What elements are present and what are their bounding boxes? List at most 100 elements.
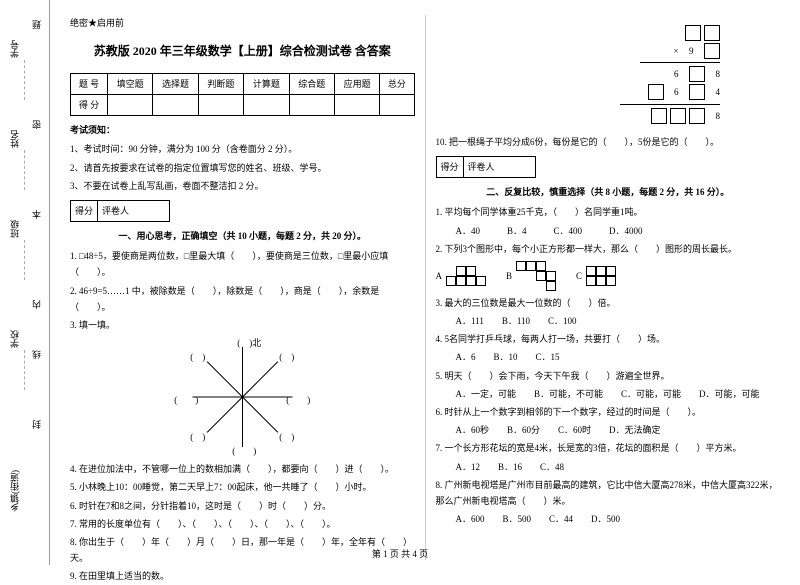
shape-a	[446, 266, 486, 286]
notice-item: 2、请首先按要求在试卷的指定位置填写您的姓名、班级、学号。	[70, 160, 415, 176]
question-9: 9. 在田里填上适当的数。	[70, 568, 415, 584]
digit: 4	[716, 84, 721, 100]
th: 综合题	[289, 73, 334, 94]
digit-box	[689, 84, 705, 100]
spine-line	[24, 60, 25, 100]
content: 绝密★启用前 苏教版 2020 年三年级数学【上册】综合检测试卷 含答案 题 号…	[50, 0, 800, 565]
td: 得 分	[71, 94, 108, 115]
mc-q1-options: A．40 B．4 C．400 D．4000	[436, 223, 781, 239]
evaluator-box: 得分 评卷人	[70, 200, 170, 222]
td	[198, 94, 243, 115]
compass-diagram: ( )北 ( ) ( ) ( ) ( ) ( ) ( ) ( )	[182, 337, 302, 457]
mark: 本	[30, 210, 43, 219]
question-4: 4. 在进位加法中，不管哪一位上的数相加满（ ），都要向（ ）进（ ）。	[70, 461, 415, 477]
mc-q1: 1. 平均每个同学体重25千克，（ ）名同学重1吨。	[436, 204, 781, 220]
mc-q8: 8. 广州新电视塔是广州市目前最高的建筑，它比中信大厦高278米，中信大厦高32…	[436, 477, 781, 509]
td	[153, 94, 198, 115]
mark: 封	[30, 420, 43, 429]
grader-label: 评卷人	[464, 157, 535, 177]
digit-box	[704, 25, 720, 41]
mc-q8-options: A．600 B．500 C．44 D．500	[436, 511, 781, 527]
digit-box	[685, 25, 701, 41]
td	[244, 94, 289, 115]
digit-box	[689, 108, 705, 124]
question-5: 5. 小林晚上10：00睡觉，第二天早上7：00起床，他一共睡了（ ）小时。	[70, 479, 415, 495]
north-label: 北	[252, 338, 261, 348]
td	[380, 94, 414, 115]
spine-line	[24, 150, 25, 190]
shape-c	[586, 266, 616, 286]
mc-q2: 2. 下列3个图形中，每个小正方形都一样大，那么（ ）图形的周长最长。	[436, 241, 781, 257]
digit-box	[704, 43, 720, 59]
notice-item: 1、考试时间：90 分钟，满分为 100 分（含卷面分 2 分）。	[70, 141, 415, 157]
spine-town: 乡镇(街道)	[8, 470, 21, 512]
exam-title: 苏教版 2020 年三年级数学【上册】综合检测试卷 含答案	[70, 41, 415, 63]
times-sign: ×	[673, 43, 678, 59]
mc-q6: 6. 时针从上一个数字到相邻的下一个数字，经过的时间是（ ）。	[436, 404, 781, 420]
th: 应用题	[334, 73, 379, 94]
mark: 内	[30, 300, 43, 309]
th: 总分	[380, 73, 414, 94]
spine-school: 学校	[8, 330, 21, 348]
option-b-label: B	[506, 268, 512, 284]
digit: 6	[674, 84, 679, 100]
page-footer: 第 1 页 共 4 页	[0, 547, 800, 560]
section-1-heading: 一、用心思考，正确填空（共 10 小题，每题 2 分，共 20 分）。	[70, 228, 415, 244]
shape-b	[516, 261, 556, 291]
secret-mark: 绝密★启用前	[70, 15, 415, 31]
question-2: 2. 46÷9=5……1 中，被除数是（ ），除数是（ ），商是（ ），余数是（…	[70, 283, 415, 315]
section-2-heading: 二、反复比较，慎重选择（共 8 小题，每题 2 分，共 16 分）。	[436, 184, 781, 200]
mark: 题	[30, 20, 43, 29]
mc-q5-options: A．一定，可能 B．可能，不可能 C．可能，可能 D．可能，可能	[436, 386, 781, 402]
digit-9: 9	[689, 43, 694, 59]
spine-studentid: 学号	[8, 40, 21, 58]
spine-name: 姓名	[8, 130, 21, 148]
score-label: 得分	[71, 201, 98, 221]
td	[107, 94, 152, 115]
spine-line	[24, 240, 25, 280]
spine-line	[24, 350, 25, 390]
digit-box	[651, 108, 667, 124]
question-3: 3. 填一填。	[70, 317, 415, 333]
table-row: 题 号 填空题 选择题 判断题 计算题 综合题 应用题 总分	[71, 73, 415, 94]
shape-options: A B C	[436, 261, 781, 291]
question-7: 7. 常用的长度单位有（ ）、（ ）、（ ）、（ ）、（ ）。	[70, 516, 415, 532]
right-column: × 9 6 8 6 4 8 10. 把一根绳子平均分成6份，每份是它的（ ），5…	[426, 15, 791, 560]
notice-item: 3、不要在试卷上乱写乱画，卷面不整洁扣 2 分。	[70, 178, 415, 194]
th: 题 号	[71, 73, 108, 94]
mc-q5: 5. 明天（ ）会下雨，今天下午我（ ）游遍全世界。	[436, 368, 781, 384]
mark: 密	[30, 120, 43, 129]
mark: 线	[30, 350, 43, 359]
digit-box	[670, 108, 686, 124]
score-table: 题 号 填空题 选择题 判断题 计算题 综合题 应用题 总分 得 分	[70, 73, 415, 116]
th: 计算题	[244, 73, 289, 94]
digit-box	[689, 66, 705, 82]
th: 选择题	[153, 73, 198, 94]
digit: 6	[674, 66, 679, 82]
grader-label: 评卷人	[98, 201, 169, 221]
mc-q4: 4. 5名同学打乒乓球，每两人打一场，共要打（ ）场。	[436, 331, 781, 347]
mc-q3: 3. 最大的三位数是最大一位数的（ ）倍。	[436, 295, 781, 311]
digit-box	[648, 84, 664, 100]
mc-q7: 7. 一个长方形花坛的宽是4米，长是宽的3倍，花坛的面积是（ ）平方米。	[436, 440, 781, 456]
th: 判断题	[198, 73, 243, 94]
left-column: 绝密★启用前 苏教版 2020 年三年级数学【上册】综合检测试卷 含答案 题 号…	[60, 15, 426, 560]
digit: 8	[716, 66, 721, 82]
question-1: 1. □48÷5，要使商是两位数，□里最大填（ ），要使商是三位数，□里最小应填…	[70, 248, 415, 280]
mc-q6-options: A．60秒 B．60分 C．60时 D．无法确定	[436, 422, 781, 438]
option-c-label: C	[576, 268, 582, 284]
digit: 8	[716, 108, 721, 124]
option-a-label: A	[436, 268, 443, 284]
binding-spine: 学号 姓名 班级 学校 乡镇(街道) 题 密 本 内 线 封	[0, 0, 50, 565]
td	[289, 94, 334, 115]
table-row: 得 分	[71, 94, 415, 115]
th: 填空题	[107, 73, 152, 94]
mc-q4-options: A．6 B．10 C．15	[436, 349, 781, 365]
question-6: 6. 时针在7和8之间，分针指着10，这时是（ ）时（ ）分。	[70, 498, 415, 514]
evaluator-box: 得分 评卷人	[436, 156, 536, 178]
mc-q3-options: A．111 B．110 C．100	[436, 313, 781, 329]
multiplication-problem: × 9 6 8 6 4 8	[436, 25, 781, 124]
mc-q7-options: A．12 B．16 C．48	[436, 459, 781, 475]
question-10: 10. 把一根绳子平均分成6份，每份是它的（ ），5份是它的（ ）。	[436, 134, 781, 150]
spine-class: 班级	[8, 220, 21, 238]
